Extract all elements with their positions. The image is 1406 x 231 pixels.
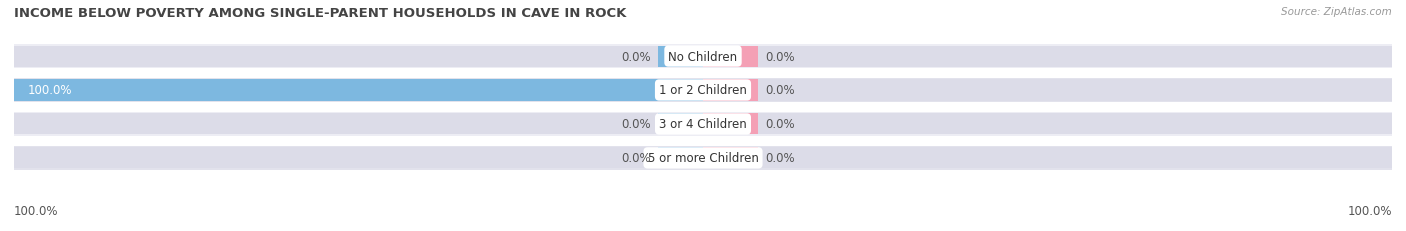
Bar (658, 114, 703, 135)
Text: 0.0%: 0.0% (765, 84, 794, 97)
Bar (14, 46, 1392, 67)
Text: 100.0%: 100.0% (1347, 204, 1392, 217)
Bar (703, 148, 758, 169)
Bar (14, 80, 1392, 101)
Text: 5 or more Children: 5 or more Children (648, 152, 758, 165)
Bar (14, 112, 1392, 136)
Bar (703, 114, 758, 135)
Bar (14, 148, 1392, 169)
Text: 100.0%: 100.0% (14, 204, 59, 217)
Text: 0.0%: 0.0% (621, 50, 651, 63)
Bar (703, 46, 758, 67)
Text: INCOME BELOW POVERTY AMONG SINGLE-PARENT HOUSEHOLDS IN CAVE IN ROCK: INCOME BELOW POVERTY AMONG SINGLE-PARENT… (14, 7, 627, 20)
Bar (658, 148, 703, 169)
Text: 0.0%: 0.0% (765, 50, 794, 63)
Text: 0.0%: 0.0% (765, 118, 794, 131)
Text: 0.0%: 0.0% (765, 152, 794, 165)
Bar (14, 80, 703, 101)
Text: 0.0%: 0.0% (621, 152, 651, 165)
Text: 1 or 2 Children: 1 or 2 Children (659, 84, 747, 97)
Bar (14, 114, 1392, 135)
Bar (658, 46, 703, 67)
Bar (703, 80, 758, 101)
Text: No Children: No Children (668, 50, 738, 63)
Bar (14, 146, 1392, 170)
Text: 100.0%: 100.0% (28, 84, 72, 97)
Text: 3 or 4 Children: 3 or 4 Children (659, 118, 747, 131)
Bar (14, 79, 1392, 102)
Text: 0.0%: 0.0% (621, 118, 651, 131)
Bar (14, 45, 1392, 69)
Text: Source: ZipAtlas.com: Source: ZipAtlas.com (1281, 7, 1392, 17)
